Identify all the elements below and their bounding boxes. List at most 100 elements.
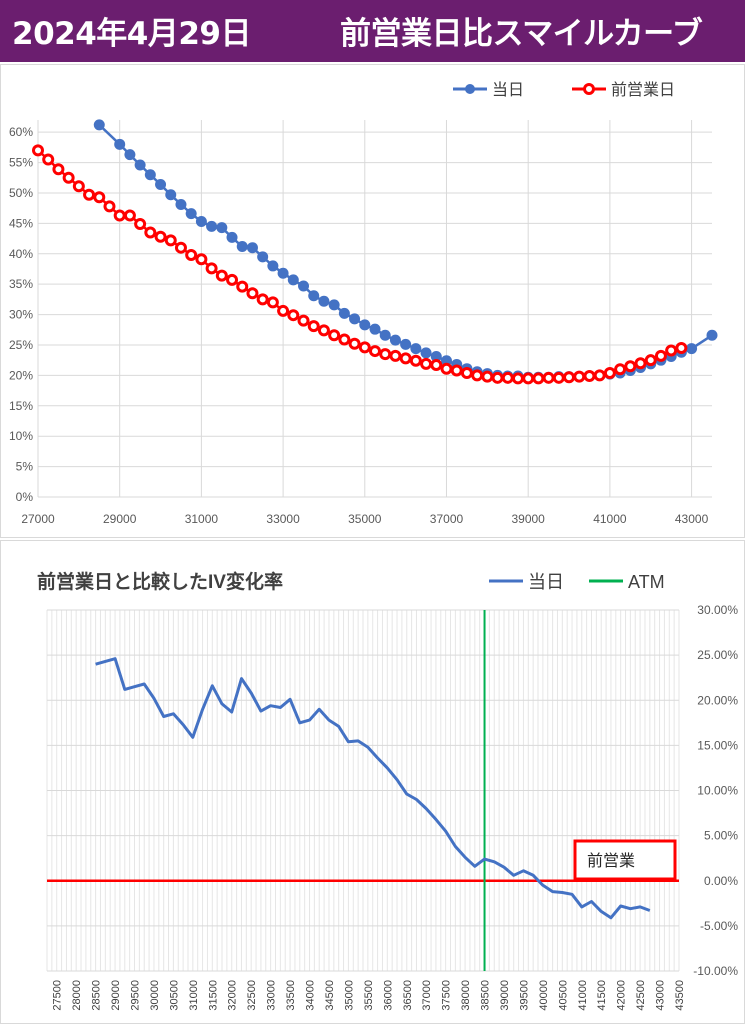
data-point-prev xyxy=(511,372,524,385)
data-point-prev xyxy=(430,359,443,372)
smile-curve-chart: 0% 5% 10% 15% 20% 25% 30% 35% 40% 45% 50% 55% 60% 270… xyxy=(9,81,718,526)
x-tick-label: 42500 xyxy=(635,980,647,1011)
data-point-prev xyxy=(379,348,392,361)
y-tick-label: 30.00% xyxy=(697,603,738,617)
data-point-prev xyxy=(215,269,228,282)
data-point-today xyxy=(410,343,422,355)
y-tick-label: 25.00% xyxy=(697,648,738,662)
data-point-prev xyxy=(552,371,565,384)
y-tick-label: 0.00% xyxy=(704,874,738,888)
x-tick-label: 31000 xyxy=(185,512,219,526)
data-point-today xyxy=(338,307,350,319)
x-tick-label: 40000 xyxy=(538,980,550,1011)
x-tick-label: 37000 xyxy=(421,980,433,1011)
data-point-today xyxy=(144,169,156,181)
data-point-prev xyxy=(675,342,688,355)
x-tick-label: 39500 xyxy=(518,980,530,1011)
data-point-prev xyxy=(328,329,341,342)
data-point-prev xyxy=(123,209,136,222)
data-point-prev xyxy=(174,241,187,254)
y-tick-label: 0% xyxy=(16,490,34,504)
data-point-today xyxy=(379,329,391,341)
iv-change-panel: 30.00% 25.00% 20.00% 15.00% 10.00% 5.00% 0.00%… xyxy=(0,540,745,1024)
data-point-today xyxy=(93,119,105,131)
data-point-today xyxy=(287,274,299,286)
data-point-prev xyxy=(644,354,657,367)
x-tick-label: 29000 xyxy=(110,980,122,1011)
x-tick-label: 32500 xyxy=(246,980,258,1011)
data-point-prev xyxy=(297,314,310,327)
data-point-today xyxy=(686,343,698,355)
data-point-prev xyxy=(256,293,269,306)
data-point-prev xyxy=(246,287,259,300)
data-point-prev xyxy=(93,191,106,204)
data-point-today xyxy=(298,280,310,292)
data-point-today xyxy=(246,242,258,254)
data-point-prev xyxy=(583,369,596,382)
data-point-prev xyxy=(317,324,330,337)
data-point-prev xyxy=(287,309,300,322)
y-tick-label: 20.00% xyxy=(697,693,738,707)
data-point-today xyxy=(328,299,340,311)
x-tick-label: 41500 xyxy=(596,980,608,1011)
legend-label-prev: 前営業日 xyxy=(611,81,675,99)
y-tick-label: 35% xyxy=(9,277,33,291)
legend-label-atm: ATM xyxy=(628,572,665,592)
data-point-today xyxy=(206,220,218,232)
x-tick-label: 31500 xyxy=(207,980,219,1011)
data-point-today xyxy=(195,216,207,228)
x-tick-label: 36500 xyxy=(402,980,414,1011)
x-tick-label: 28500 xyxy=(91,980,103,1011)
data-point-prev xyxy=(307,320,320,333)
annotation-label: 前営業 xyxy=(587,852,635,870)
data-point-today xyxy=(369,323,381,335)
x-tick-label: 35000 xyxy=(348,512,382,526)
data-point-prev xyxy=(614,363,627,376)
data-point-today xyxy=(114,138,126,150)
data-point-today xyxy=(226,231,238,243)
data-point-prev xyxy=(501,371,514,384)
y-tick-label: 15.00% xyxy=(697,738,738,752)
data-point-prev xyxy=(491,371,504,384)
data-point-prev xyxy=(460,366,473,379)
x-tick-label: 27500 xyxy=(52,980,64,1011)
x-tick-label: 35000 xyxy=(343,980,355,1011)
y-tick-label: -5.00% xyxy=(700,919,738,933)
data-point-prev xyxy=(440,362,453,375)
y-tick-label: 10.00% xyxy=(697,784,738,798)
data-point-prev xyxy=(154,230,167,243)
x-tick-label: 37000 xyxy=(430,512,464,526)
y-tick-label: 50% xyxy=(9,186,33,200)
data-point-prev xyxy=(103,200,116,213)
x-tick-label: 40500 xyxy=(557,980,569,1011)
data-point-prev xyxy=(450,364,463,377)
header-date: 2024年4月29日 xyxy=(12,16,252,52)
y-tick-label: 15% xyxy=(9,399,33,413)
data-point-today xyxy=(236,240,248,252)
data-point-prev xyxy=(42,153,55,166)
x-tick-label: 41000 xyxy=(593,512,627,526)
data-point-today xyxy=(308,290,320,302)
x-tick-label: 36000 xyxy=(382,980,394,1011)
y-tick-label: 20% xyxy=(9,368,33,382)
legend-label-today: 当日 xyxy=(492,81,524,99)
data-point-prev xyxy=(62,171,75,184)
y-tick-label: 30% xyxy=(9,308,33,322)
data-point-prev xyxy=(205,262,218,275)
data-point-prev xyxy=(134,217,147,230)
data-point-today xyxy=(430,351,442,363)
series-line-today xyxy=(95,657,651,920)
x-tick-label: 31000 xyxy=(188,980,200,1011)
x-tick-label: 41000 xyxy=(577,980,589,1011)
data-point-prev xyxy=(83,188,96,201)
x-tick-label: 35500 xyxy=(363,980,375,1011)
iv-change-chart: 30.00% 25.00% 20.00% 15.00% 10.00% 5.00% 0.00%… xyxy=(37,570,738,1011)
data-point-prev xyxy=(52,163,65,176)
data-point-today xyxy=(277,267,289,279)
data-point-today xyxy=(706,329,718,341)
data-point-prev xyxy=(634,357,647,370)
data-point-prev xyxy=(266,296,279,309)
data-point-prev xyxy=(563,371,576,384)
y-tick-label: 40% xyxy=(9,247,33,261)
data-point-today xyxy=(359,319,371,331)
